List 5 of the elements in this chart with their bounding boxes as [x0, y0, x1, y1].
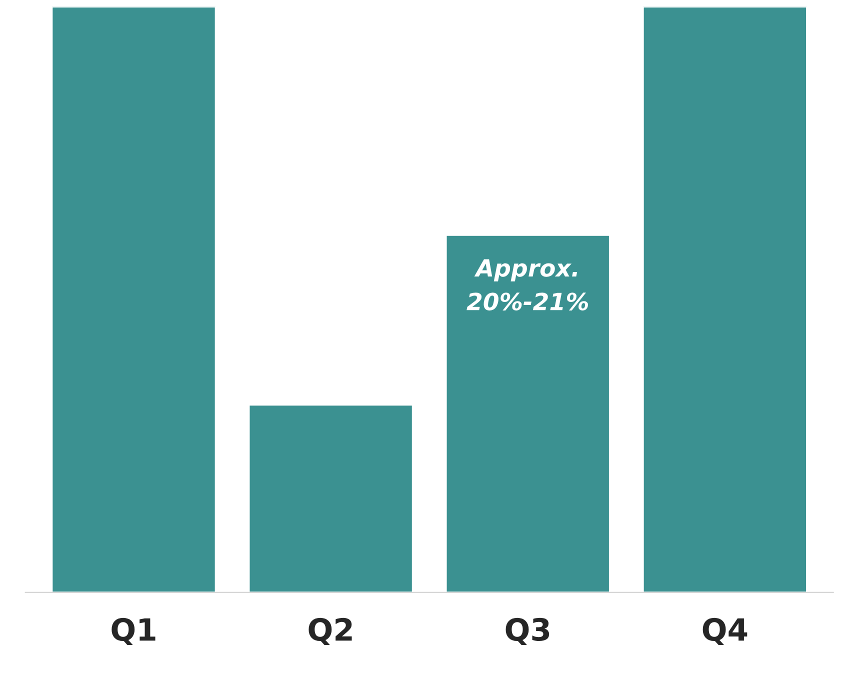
annotation: Approx. 20%-21%: [466, 259, 588, 310]
x-tick-label: Q1: [112, 618, 156, 646]
x-tick-label: Q2: [308, 618, 352, 646]
x-tick-label: Q4: [702, 618, 748, 646]
x-tick-label: Q3: [506, 618, 550, 646]
